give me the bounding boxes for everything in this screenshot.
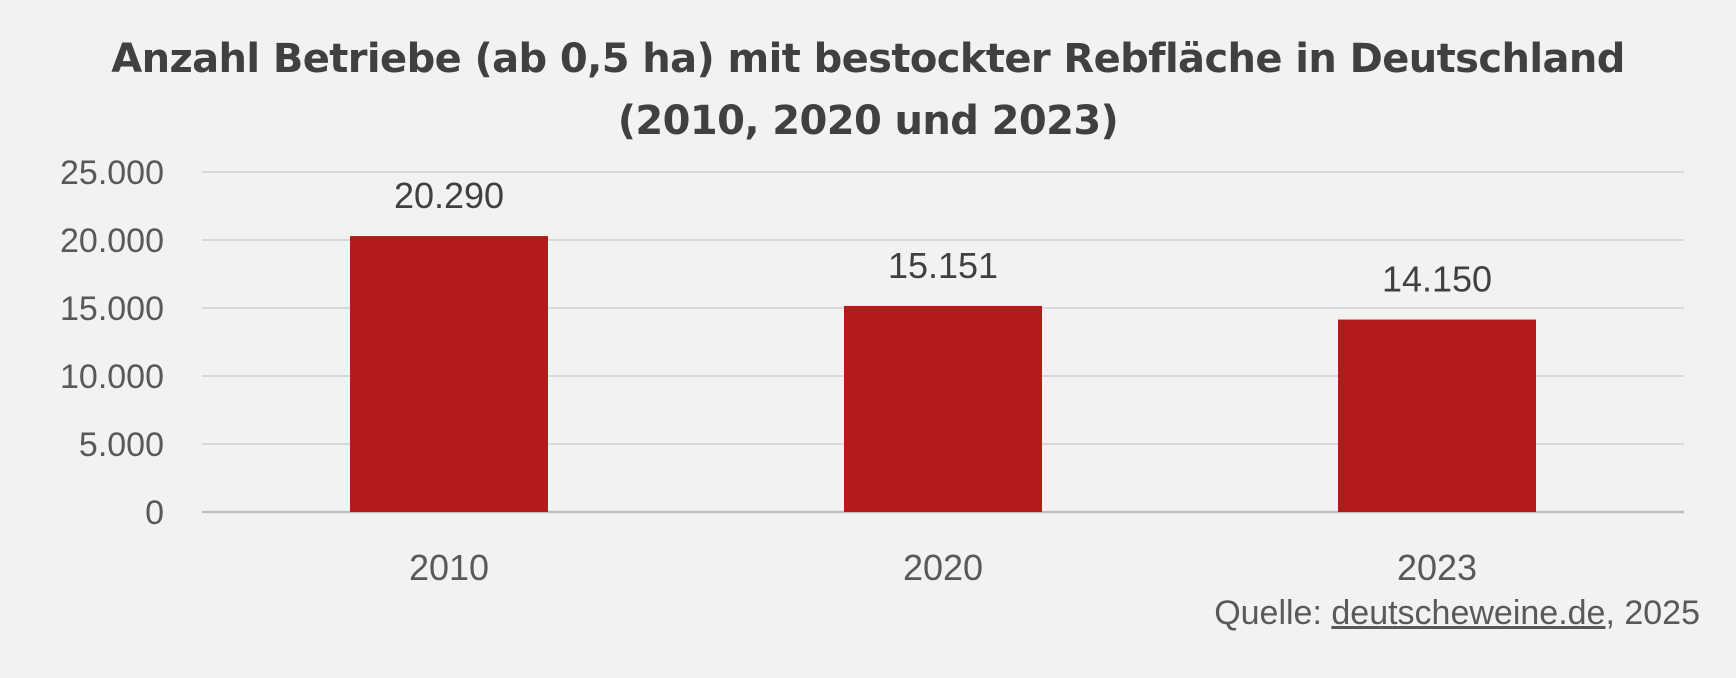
y-tick-label: 10.000 — [60, 358, 164, 396]
y-tick-label: 5.000 — [79, 426, 164, 464]
bar-value-label: 15.151 — [888, 245, 998, 286]
x-tick-label: 2010 — [409, 547, 489, 588]
bar-2020 — [844, 305, 1042, 512]
y-tick-label: 20.000 — [60, 222, 164, 260]
source-note: Quelle: deutscheweine.de, 2025 — [1214, 594, 1700, 633]
y-tick-label: 15.000 — [60, 290, 164, 328]
source-suffix: , 2025 — [1605, 594, 1700, 632]
chart-title: Anzahl Betriebe (ab 0,5 ha) mit bestockt… — [0, 28, 1736, 152]
chart-title-line-1: Anzahl Betriebe (ab 0,5 ha) mit bestockt… — [111, 36, 1625, 82]
bar-2010 — [350, 236, 548, 512]
source-prefix: Quelle: — [1214, 594, 1332, 632]
x-tick-label: 2023 — [1397, 547, 1477, 588]
bar-2023 — [1338, 319, 1536, 512]
y-tick-label: 0 — [145, 494, 164, 532]
x-tick-label: 2020 — [903, 547, 983, 588]
chart-title-line-2: (2010, 2020 und 2023) — [617, 98, 1119, 144]
bar-value-label: 20.290 — [394, 175, 504, 216]
source-link[interactable]: deutscheweine.de — [1331, 594, 1606, 632]
bar-value-label: 14.150 — [1382, 259, 1492, 300]
y-tick-label: 25.000 — [60, 154, 164, 192]
